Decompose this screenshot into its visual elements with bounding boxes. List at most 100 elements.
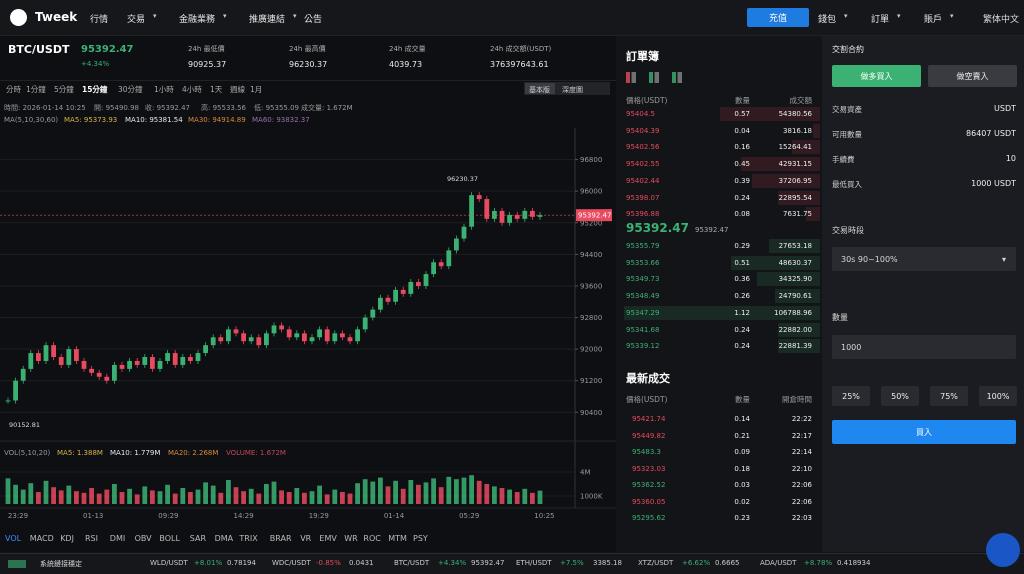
pair[interactable]: BTC/USDT (8, 43, 70, 56)
trade-cell: 22:03 (791, 514, 812, 522)
book-cell: 0.24 (734, 325, 750, 334)
indicator-tab[interactable]: VR (300, 534, 311, 543)
book-cell: 7631.75 (783, 210, 812, 219)
interval-tab[interactable]: 15分鐘 (82, 84, 108, 94)
volume-bar (362, 479, 368, 504)
nav-item[interactable]: 賬戶 (924, 15, 943, 25)
book-cell: 0.51 (734, 258, 750, 267)
book-header: 數量 (735, 96, 750, 105)
indicator-tab[interactable]: MACD (30, 534, 54, 543)
percent-button[interactable]: 100% (979, 386, 1017, 406)
book-cell: 22895.54 (778, 193, 812, 202)
candle (355, 329, 360, 342)
indicator-tab[interactable]: PSY (413, 534, 428, 543)
book-cell: 95353.66 (626, 258, 660, 267)
candle (286, 329, 292, 338)
interval-tab[interactable]: 1小時 (154, 85, 174, 94)
candle (89, 368, 94, 373)
indicator-tab[interactable]: TRIX (238, 534, 258, 543)
percent-button[interactable]: 50% (881, 386, 919, 406)
nav-item[interactable]: 訂單 (871, 15, 890, 25)
indicator-tab[interactable]: SAR (190, 534, 207, 543)
interval-tab[interactable]: 4小時 (182, 85, 202, 94)
buy-long-button[interactable]: 做多買入 (832, 65, 921, 87)
volume-bar (195, 489, 201, 504)
deposit-button[interactable]: 充值 (747, 8, 809, 27)
interval-tab[interactable]: 5分鐘 (54, 84, 74, 94)
candle (514, 214, 520, 219)
ticker-pair[interactable]: XTZ/USDT (638, 559, 674, 567)
depth-bar (813, 123, 820, 138)
candle (112, 364, 117, 381)
amount-input[interactable]: 1000 (832, 335, 1016, 359)
book-view-icon[interactable] (672, 72, 682, 83)
candle (302, 333, 307, 342)
nav-item[interactable]: 金融業務 (179, 15, 216, 25)
book-title: 訂單簿 (626, 50, 659, 63)
book-cell: 42931.15 (778, 160, 812, 169)
book-view-icon[interactable] (649, 72, 659, 83)
volume-bar (74, 491, 79, 504)
ticker-pair[interactable]: ETH/USDT (516, 559, 552, 567)
ticker-pair[interactable]: WLD/USDT (150, 559, 188, 567)
depth-bar (741, 157, 820, 172)
stat-value: 4039.73 (389, 60, 423, 69)
trade-cell: 22:06 (791, 497, 812, 506)
book-view-icon[interactable] (626, 72, 636, 83)
candle (279, 325, 284, 330)
interval-tab[interactable]: 1分鐘 (26, 84, 46, 94)
indicator-tab[interactable]: OBV (135, 534, 153, 543)
volume-bar (13, 484, 18, 504)
volume-bar (446, 476, 452, 504)
trade-cell: 22:17 (791, 431, 812, 440)
interval-tab[interactable]: 30分鐘 (118, 84, 143, 94)
indicator-tab[interactable]: KDJ (60, 534, 74, 543)
book-cell: 0.24 (734, 342, 750, 351)
indicator-tab[interactable]: EMV (319, 534, 337, 543)
indicator-tab[interactable]: BOLL (159, 534, 180, 543)
volume-bar (226, 480, 231, 504)
period-select[interactable]: 30s 90~100% ▾ (832, 247, 1016, 271)
ohlc-info: 成交量: 1.672M (301, 103, 353, 112)
percent-button[interactable]: 25% (832, 386, 870, 406)
price-tick-label: 91200 (580, 377, 602, 385)
interval-tab[interactable]: 1天 (210, 85, 223, 94)
sell-short-button[interactable]: 做空賣入 (928, 65, 1017, 87)
price-tick-label: 90400 (580, 409, 602, 417)
nav-item[interactable]: 交易 (127, 15, 146, 25)
indicator-tab[interactable]: DMA (215, 534, 234, 543)
trade-cell: 0.21 (734, 431, 750, 440)
indicator-tab[interactable]: DMI (110, 534, 125, 543)
interval-tab[interactable]: 週線 (230, 84, 245, 94)
ticker-pair[interactable]: ADA/USDT (760, 559, 797, 567)
ticker-price: 0.78194 (227, 559, 256, 567)
indicator-tab[interactable]: WR (344, 534, 358, 543)
indicator-tab[interactable]: BRAR (270, 534, 292, 543)
indicator-tab[interactable]: VOL (5, 534, 22, 543)
nav-item[interactable]: 錢包 (818, 15, 837, 25)
indicator-tab[interactable]: MTM (388, 534, 407, 543)
time-tick-label: 19:29 (309, 512, 329, 520)
volume-bar (127, 488, 132, 504)
nav-item[interactable]: 行情 (90, 15, 109, 25)
ticker-pair[interactable]: BTC/USDT (394, 559, 430, 567)
candle (393, 289, 398, 302)
nav-item[interactable]: 公告 (304, 15, 323, 25)
indicator-tab[interactable]: RSI (85, 534, 98, 543)
percent-button[interactable]: 75% (930, 386, 968, 406)
ticker-pair[interactable]: WDC/USDT (272, 559, 311, 567)
price: 95392.47 (81, 44, 134, 55)
interval-tab[interactable]: 1月 (250, 85, 262, 94)
book-cell: 95402.56 (626, 143, 660, 152)
language[interactable]: 繁体中文 (983, 15, 1020, 25)
book-cell: 95349.73 (626, 275, 660, 284)
chat-button[interactable] (986, 533, 1020, 567)
indicator-tab[interactable]: ROC (363, 534, 381, 543)
last-price-tag (576, 209, 612, 222)
brand[interactable]: Tweek (35, 10, 78, 24)
ticker-change: +8.78% (804, 559, 833, 567)
interval-tab[interactable]: 分時 (6, 85, 21, 94)
submit-button[interactable]: 買入 (832, 420, 1016, 444)
book-cell: 95341.68 (626, 325, 660, 334)
nav-item[interactable]: 推廣連結 (249, 15, 286, 25)
